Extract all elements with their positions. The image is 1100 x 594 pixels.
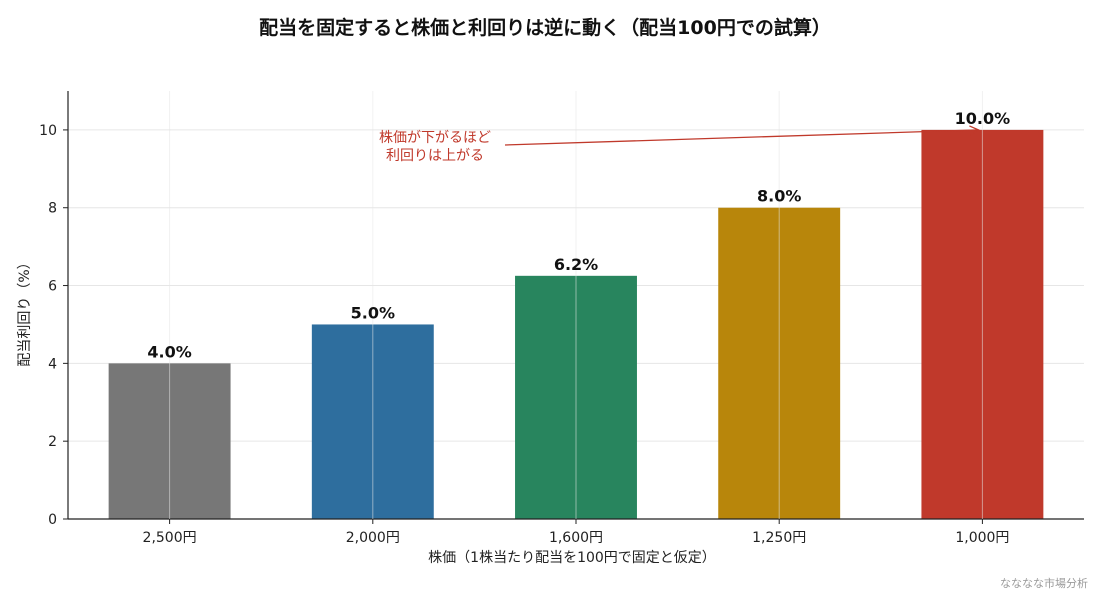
x-tick-label: 1,250円 — [752, 530, 806, 546]
y-tick-label: 8 — [48, 201, 57, 217]
x-tick-label: 1,000円 — [955, 530, 1009, 546]
x-tick-label: 2,500円 — [143, 530, 197, 546]
annotation-text: 株価が下がるほど — [379, 130, 491, 146]
data-label: 5.0% — [351, 303, 395, 322]
watermark: なななな市場分析 — [1000, 576, 1088, 590]
x-axis-title: 株価（1株当たり配当を100円で固定と仮定） — [428, 550, 716, 566]
y-tick-label: 4 — [48, 356, 57, 372]
data-label: 8.0% — [757, 187, 801, 206]
y-tick-label: 10 — [39, 123, 57, 139]
annotation-arrowhead — [969, 125, 980, 136]
annotation-arrow — [504, 129, 979, 146]
data-labels: 4.0% 5.0% 6.2% 8.0% 10.0% — [147, 91, 1010, 519]
y-tick-label: 2 — [48, 434, 57, 450]
y-tick-label: 6 — [48, 279, 57, 295]
x-tick-label: 1,600円 — [549, 530, 603, 546]
chart-title: 配当を固定すると株価と利回りは逆に動く（配当100円での試算） — [259, 16, 831, 39]
data-label: 10.0% — [955, 109, 1011, 128]
x-tick-label: 2,000円 — [346, 530, 400, 546]
y-tick-label: 0 — [48, 512, 57, 528]
data-label: 6.2% — [554, 255, 598, 274]
annotation-text: 利回りは上がる — [386, 148, 484, 164]
y-axis-title: 配当利回り（%） — [17, 255, 33, 366]
data-label: 4.0% — [147, 342, 191, 361]
